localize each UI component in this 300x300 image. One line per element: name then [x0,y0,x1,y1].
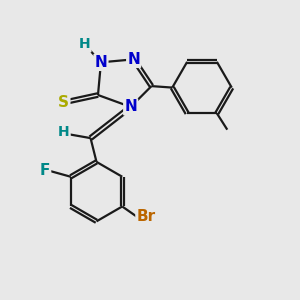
Text: F: F [40,163,50,178]
Text: H: H [58,125,70,139]
Text: S: S [58,95,69,110]
Text: H: H [79,38,90,52]
Text: Br: Br [136,209,156,224]
Text: N: N [94,55,107,70]
Text: N: N [124,99,137,114]
Text: N: N [127,52,140,67]
